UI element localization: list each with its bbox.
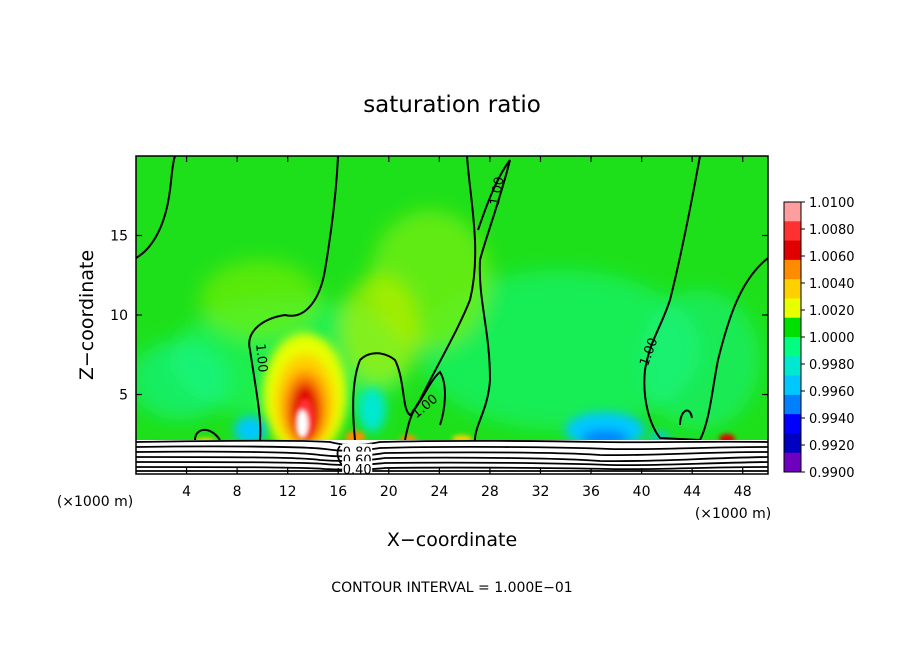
colorbar-swatch — [784, 414, 801, 434]
x-tick-label: 16 — [329, 484, 347, 500]
colorbar-level-label: 1.0040 — [809, 277, 855, 292]
colorbar-level-label: 0.9900 — [809, 466, 855, 481]
y-tick-label: 15 — [110, 229, 128, 245]
contour-label: 1.00 — [252, 343, 269, 373]
colorbar-swatch — [784, 240, 801, 261]
y-tick-label: 10 — [110, 308, 128, 324]
x-tick-label: 12 — [279, 484, 297, 500]
colorbar-swatch — [784, 433, 801, 454]
colorbar-swatch — [784, 356, 801, 377]
y-axis-ticks: 5 10 15 — [110, 229, 768, 404]
colorbar-level-label: 0.9980 — [809, 358, 855, 373]
x-tick-label: 8 — [233, 484, 242, 500]
colorbar-level-label: 1.0000 — [809, 331, 855, 346]
x-tick-label: 32 — [532, 484, 550, 500]
colorbar-level-label: 1.0100 — [809, 196, 855, 211]
x-tick-label: 4 — [182, 484, 191, 500]
colorbar-labels: 1.0100 1.0080 1.0060 1.0040 1.0020 1.0000 0.99… — [801, 196, 855, 481]
colorbar-level-label: 0.9940 — [809, 412, 855, 427]
colorbar-swatch — [784, 221, 801, 242]
y-tick-label: 5 — [119, 388, 128, 404]
contour-interval-note: CONTOUR INTERVAL = 1.000E−01 — [331, 580, 572, 596]
colorbar-swatch — [784, 317, 801, 338]
contour-label-text: 1.00 — [488, 176, 508, 207]
colorbar-swatch — [784, 279, 801, 299]
x-axis-label: X−coordinate — [387, 529, 517, 551]
x-tick-label: 44 — [683, 484, 701, 500]
colorbar-level-label: 0.9960 — [809, 385, 855, 400]
colorbar-swatch — [784, 298, 801, 319]
plot-area: 1.001.001.001.000.800.600.40 — [136, 156, 768, 478]
contour-lines-1.00 — [136, 156, 768, 442]
field-tones — [136, 210, 760, 430]
colorbar-swatch — [784, 259, 801, 280]
x-unit-label: (×1000 m) — [695, 506, 771, 522]
contour-label: 0.40 — [342, 461, 373, 478]
cool-spots — [234, 388, 670, 448]
colorbar — [783, 201, 802, 473]
y-unit-label: (×1000 m) — [57, 494, 133, 510]
colorbar-level-label: 1.0020 — [809, 304, 855, 319]
x-tick-label: 36 — [582, 484, 600, 500]
colorbar-swatch — [784, 394, 801, 415]
colorbar-level-label: 1.0060 — [809, 250, 855, 265]
chart-title: saturation ratio — [363, 92, 541, 118]
x-tick-label: 40 — [633, 484, 651, 500]
y-axis-label: Z−coordinate — [76, 250, 98, 380]
x-tick-label: 20 — [380, 484, 398, 500]
x-tick-label: 48 — [734, 484, 752, 500]
colorbar-swatch — [784, 337, 801, 357]
colorbar-level-label: 1.0080 — [809, 223, 855, 238]
colorbar-swatch — [784, 452, 801, 473]
warm-plume — [263, 333, 347, 457]
colorbar-level-label: 0.9920 — [809, 439, 855, 454]
x-tick-label: 28 — [481, 484, 499, 500]
contour-label-text: 0.40 — [343, 463, 372, 478]
x-tick-label: 24 — [430, 484, 448, 500]
contour-label-text: 1.00 — [252, 343, 269, 373]
colorbar-swatch — [784, 375, 801, 396]
colorbar-swatch — [784, 202, 801, 222]
x-axis-ticks: 4 8 12 16 20 24 28 32 36 40 44 48 — [182, 156, 752, 500]
contour-label: 1.00 — [488, 176, 508, 207]
